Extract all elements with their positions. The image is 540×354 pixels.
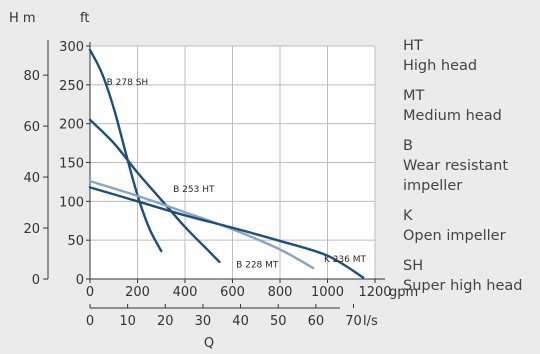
legend-desc: High head xyxy=(403,58,478,74)
legend-item-k: K Open impeller xyxy=(403,206,538,246)
ft-tick-label: 250 xyxy=(59,79,84,94)
gpm-tick-label: 400 xyxy=(173,285,198,300)
head-unit-m-label: H m xyxy=(9,11,36,26)
legend-item-ht: HT High head xyxy=(403,36,538,76)
m-tick-label: 80 xyxy=(23,69,40,84)
gpm-tick-label: 0 xyxy=(86,285,94,300)
ls-tick-label: 30 xyxy=(195,314,212,329)
legend-item-mt: MT Medium head xyxy=(403,86,538,126)
m-tick-label: 20 xyxy=(23,222,40,237)
gpm-tick-label: 1000 xyxy=(311,285,344,300)
gpm-tick-label: 1200 xyxy=(358,285,391,300)
curve-label-b-253-ht: B 253 HT xyxy=(173,185,215,195)
ls-tick-label: 60 xyxy=(308,314,325,329)
ft-tick-label: 200 xyxy=(59,118,84,133)
legend-code: MT xyxy=(403,88,425,104)
gpm-tick-label: 200 xyxy=(125,285,150,300)
gpm-tick-label: 800 xyxy=(268,285,293,300)
curves xyxy=(88,48,365,279)
ft-tick-label: 300 xyxy=(59,40,84,55)
legend: HT High head MT Medium head B Wear resis… xyxy=(403,36,538,306)
grid xyxy=(89,45,376,280)
ls-tick-label: 70 xyxy=(345,314,362,329)
curve-label-b-278-sh: B 278 SH xyxy=(107,78,149,88)
m-tick-label: 0 xyxy=(32,273,40,288)
ls-tick-label: 20 xyxy=(157,314,174,329)
curve-b-253-ht xyxy=(88,118,221,264)
legend-desc: Open impeller xyxy=(403,228,506,244)
ls-unit-label: l/s xyxy=(363,314,378,329)
legend-code: K xyxy=(403,208,413,224)
legend-item-b: B Wear resistant impeller xyxy=(403,136,538,196)
gpm-unit-label: gpm xyxy=(389,285,418,300)
m-tick-label: 40 xyxy=(23,171,40,186)
legend-desc: Medium head xyxy=(403,108,502,124)
axes xyxy=(43,40,385,309)
legend-item-sh: SH Super high head xyxy=(403,256,538,296)
curve-b-278-sh xyxy=(88,48,163,253)
ls-tick-label: 10 xyxy=(119,314,136,329)
legend-code: B xyxy=(403,138,413,154)
ls-tick-label: 0 xyxy=(86,314,94,329)
ft-tick-label: 100 xyxy=(59,195,84,210)
legend-desc: Super high head xyxy=(403,278,523,294)
curve-label-b-228-mt: B 228 MT xyxy=(236,260,279,270)
ls-tick-label: 50 xyxy=(270,314,287,329)
x-axis-title: Q xyxy=(204,336,214,351)
ft-tick-label: 150 xyxy=(59,157,84,172)
head-unit-ft-label: ft xyxy=(80,11,89,26)
legend-code: SH xyxy=(403,258,424,274)
curve-label-k-236-mt: K 236 MT xyxy=(324,255,367,265)
legend-code: HT xyxy=(403,38,423,54)
ls-tick-label: 40 xyxy=(232,314,249,329)
curve-k-236-mt xyxy=(88,186,365,279)
legend-desc: Wear resistant impeller xyxy=(403,158,509,194)
gpm-tick-label: 600 xyxy=(220,285,245,300)
m-tick-label: 60 xyxy=(23,120,40,135)
ft-tick-label: 50 xyxy=(67,234,84,249)
ft-tick-label: 0 xyxy=(76,273,84,288)
